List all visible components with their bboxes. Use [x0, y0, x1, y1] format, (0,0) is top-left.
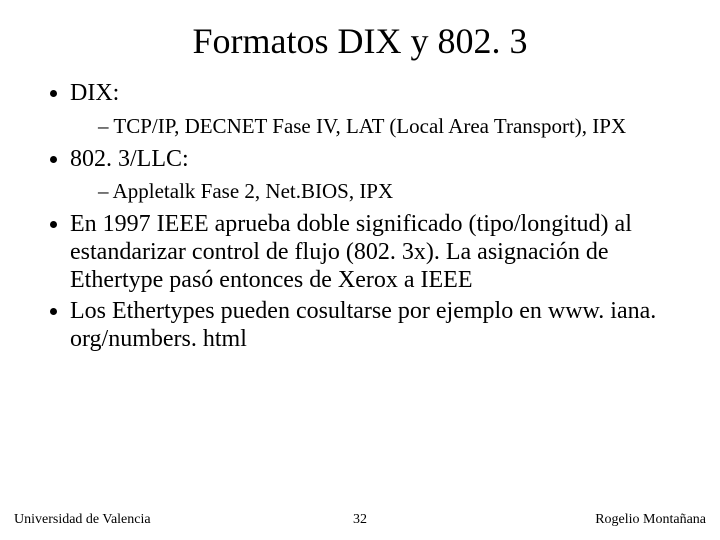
bullet-list: DIX: TCP/IP, DECNET Fase IV, LAT (Local …: [40, 80, 680, 353]
bullet-text: 802. 3/LLC:: [70, 146, 189, 172]
slide-title: Formatos DIX y 802. 3: [0, 20, 720, 62]
slide: Formatos DIX y 802. 3 DIX: TCP/IP, DECNE…: [0, 0, 720, 540]
bullet-text: DIX:: [70, 80, 119, 106]
bullet-item: En 1997 IEEE aprueba doble significado (…: [70, 211, 680, 294]
bullet-text: Los Ethertypes pueden cosultarse por eje…: [70, 298, 656, 352]
sub-bullet-text: TCP/IP, DECNET Fase IV, LAT (Local Area …: [113, 114, 626, 138]
slide-content: DIX: TCP/IP, DECNET Fase IV, LAT (Local …: [40, 80, 680, 357]
bullet-item: Los Ethertypes pueden cosultarse por eje…: [70, 298, 680, 353]
sub-bullet-item: Appletalk Fase 2, Net.BIOS, IPX: [98, 179, 680, 203]
sub-bullet-item: TCP/IP, DECNET Fase IV, LAT (Local Area …: [98, 114, 680, 138]
sub-bullet-list: TCP/IP, DECNET Fase IV, LAT (Local Area …: [70, 114, 680, 138]
footer-author: Rogelio Montañana: [595, 512, 706, 528]
sub-bullet-text: Appletalk Fase 2, Net.BIOS, IPX: [113, 179, 394, 203]
sub-bullet-list: Appletalk Fase 2, Net.BIOS, IPX: [70, 179, 680, 203]
bullet-text: En 1997 IEEE aprueba doble significado (…: [70, 211, 632, 292]
bullet-item: DIX: TCP/IP, DECNET Fase IV, LAT (Local …: [70, 80, 680, 138]
bullet-item: 802. 3/LLC: Appletalk Fase 2, Net.BIOS, …: [70, 146, 680, 204]
